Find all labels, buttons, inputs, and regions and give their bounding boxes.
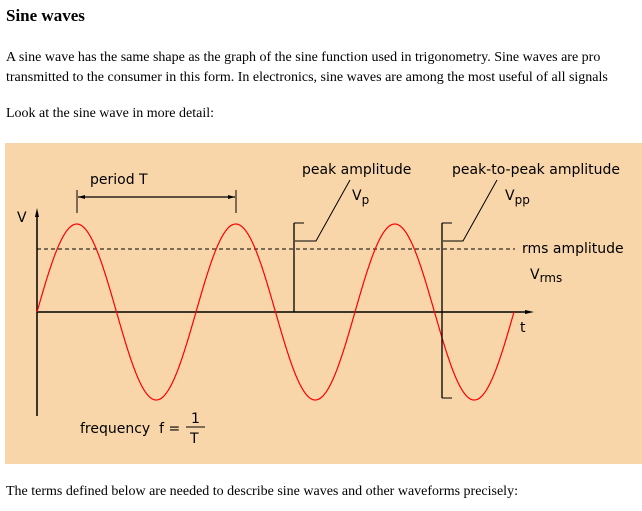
frequency-numerator: 1 — [191, 411, 200, 427]
intro-paragraph: A sine wave has the same shape as the gr… — [6, 48, 608, 88]
period-arrowhead-right — [228, 195, 235, 199]
sine-wave — [36, 223, 515, 401]
v-axis-arrow — [35, 208, 39, 217]
frequency-label: frequency f = — [80, 421, 180, 437]
peak-leader — [295, 179, 351, 242]
vpp-label: Vpp — [505, 188, 530, 207]
pp-label: peak-to-peak amplitude — [452, 162, 620, 178]
pp-leader — [443, 179, 498, 242]
v-axis-label: V — [17, 210, 27, 226]
t-axis-label: t — [520, 320, 526, 336]
t-axis-arrow — [525, 310, 534, 314]
frequency-denominator: T — [189, 431, 199, 447]
closing-text: The terms defined below are needed to de… — [6, 484, 518, 499]
diagram-background — [5, 143, 642, 464]
intro-line: transmitted to the consumer in this form… — [6, 70, 608, 85]
period-label: period T — [90, 172, 148, 188]
lead-in-text: Look at the sine wave in more detail: — [6, 106, 214, 121]
peak-label: peak amplitude — [302, 162, 411, 178]
vp-label: Vp — [352, 188, 369, 207]
period-arrowhead-left — [78, 195, 85, 199]
rms-label: rms amplitude — [522, 241, 624, 257]
vrms-label: Vrms — [530, 267, 562, 285]
sine-wave-diagram: V t period T peak amplitude Vp peak-to-p… — [5, 143, 642, 464]
intro-line: A sine wave has the same shape as the gr… — [6, 50, 601, 65]
page-title: Sine waves — [6, 6, 85, 25]
